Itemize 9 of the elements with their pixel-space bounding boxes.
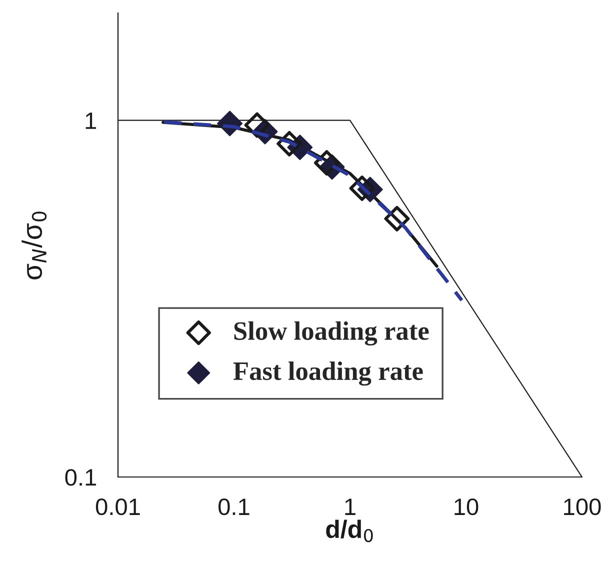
x-axis-title: d/d$_{0}$	[326, 520, 373, 542]
x-tick-label: 1	[345, 498, 356, 515]
legend-label: Slow loading rate	[234, 321, 429, 346]
x-tick-label: 0.1	[218, 498, 250, 516]
x-tick-label: 10	[454, 498, 478, 516]
y-axis-title: σ$_{N}$/σ$_{0}$	[22, 212, 47, 280]
x-tick-label: 0.01	[96, 498, 140, 516]
legend-label: Fast loading rate	[233, 362, 423, 386]
x-tick-label: 100	[564, 498, 601, 516]
